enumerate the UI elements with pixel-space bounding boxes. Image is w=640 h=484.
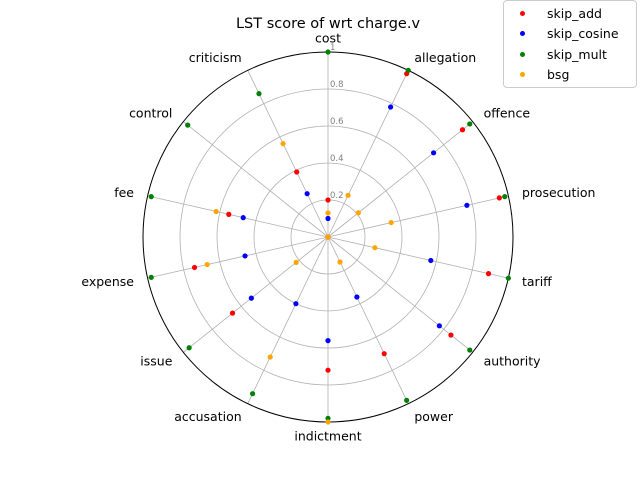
data-point-skip_mult xyxy=(502,194,508,200)
radial-tick-label: 0.2 xyxy=(330,191,344,201)
legend-item: skip_cosine xyxy=(510,24,630,45)
data-point-skip_mult xyxy=(404,397,410,403)
data-point-skip_add xyxy=(294,169,300,175)
data-point-skip_add xyxy=(381,351,387,357)
category-label: issue xyxy=(140,354,172,369)
angular-gridline xyxy=(327,236,509,279)
data-point-bsg xyxy=(213,208,219,215)
legend-label: skip_mult xyxy=(547,46,607,62)
data-point-bsg xyxy=(325,234,331,240)
legend-marker xyxy=(520,51,525,57)
data-point-skip_mult xyxy=(467,121,473,127)
data-point-skip_mult xyxy=(256,91,262,97)
category-label: authority xyxy=(484,354,542,369)
category-label: criticism xyxy=(189,50,242,65)
category-label: offence xyxy=(484,105,531,120)
legend-marker xyxy=(520,31,525,37)
data-point-bsg xyxy=(293,259,299,265)
angular-gridline xyxy=(327,195,509,238)
data-point-bsg xyxy=(267,354,273,360)
data-point-skip_add xyxy=(496,195,502,201)
angular-gridline xyxy=(147,236,329,279)
category-label: control xyxy=(129,105,172,120)
data-point-skip_mult xyxy=(505,275,511,281)
angular-gridline xyxy=(147,195,329,238)
data-point-bsg xyxy=(280,141,286,147)
data-point-skip_mult xyxy=(185,122,191,128)
legend-marker xyxy=(520,10,525,16)
data-point-bsg xyxy=(337,259,343,265)
category-label: cost xyxy=(315,31,341,46)
data-point-skip_add xyxy=(325,367,331,373)
legend-label: skip_add xyxy=(547,5,602,21)
angular-gridline xyxy=(183,236,329,353)
radial-tick-label: 0.6 xyxy=(330,117,344,127)
data-point-skip_cosine xyxy=(436,323,442,329)
data-point-skip_add xyxy=(191,264,198,271)
angular-gridline xyxy=(327,70,409,238)
data-point-skip_cosine xyxy=(464,202,470,208)
chart-title: LST score of wrt charge.v xyxy=(235,16,421,32)
angular-gridline xyxy=(327,121,473,238)
radial-tick-label: 0.4 xyxy=(330,154,344,164)
data-point-skip_cosine xyxy=(248,295,254,301)
data-point-bsg xyxy=(388,219,394,226)
category-label: expense xyxy=(81,274,134,289)
category-label: power xyxy=(414,409,453,424)
category-label: fee xyxy=(114,185,134,200)
legend-label: skip_cosine xyxy=(547,26,619,42)
data-point-skip_mult xyxy=(186,345,192,351)
data-point-skip_add xyxy=(229,310,236,316)
radial-tick-label: 1 xyxy=(330,43,335,53)
data-point-skip_add xyxy=(448,332,454,338)
data-point-skip_mult xyxy=(148,274,154,280)
data-point-skip_mult xyxy=(467,347,473,353)
legend-item: skip_mult xyxy=(510,44,630,65)
category-label: allegation xyxy=(414,50,476,65)
data-point-bsg xyxy=(355,210,361,216)
data-point-bsg xyxy=(345,192,351,198)
data-point-bsg xyxy=(325,419,331,425)
legend-label: bsg xyxy=(547,67,570,83)
data-point-bsg xyxy=(325,210,331,216)
category-label: prosecution xyxy=(522,185,595,200)
data-point-skip_cosine xyxy=(430,150,437,156)
angular-gridline xyxy=(247,70,329,238)
data-point-skip_cosine xyxy=(325,215,331,222)
angular-gridline xyxy=(183,121,329,238)
data-point-skip_cosine xyxy=(293,301,299,307)
data-point-skip_add xyxy=(459,127,466,133)
angular-gridline xyxy=(247,236,329,404)
data-point-skip_mult xyxy=(148,194,154,200)
data-point-skip_mult xyxy=(325,49,331,55)
data-point-skip_cosine xyxy=(354,294,360,300)
data-point-bsg xyxy=(204,261,210,268)
data-point-skip_cosine xyxy=(325,338,331,344)
data-point-skip_cosine xyxy=(388,104,394,110)
data-point-skip_add xyxy=(485,271,492,277)
radial-tick-label: 0.8 xyxy=(330,80,344,90)
category-label: tariff xyxy=(522,274,552,289)
category-label: indictment xyxy=(294,429,361,444)
angular-gridline xyxy=(327,236,409,404)
angular-gridline xyxy=(327,236,473,353)
data-point-skip_mult xyxy=(405,67,411,73)
data-point-skip_add xyxy=(325,197,331,203)
legend-item: skip_add xyxy=(510,3,630,24)
data-point-skip_cosine xyxy=(242,253,248,259)
data-point-skip_mult xyxy=(325,415,331,421)
data-point-skip_add xyxy=(226,211,232,217)
data-point-skip_cosine xyxy=(304,191,310,197)
category-label: accusation xyxy=(174,409,241,424)
legend-item: bsg xyxy=(510,65,630,86)
data-point-skip_mult xyxy=(249,391,256,397)
data-point-skip_cosine xyxy=(240,215,246,221)
data-point-skip_cosine xyxy=(428,257,434,264)
data-point-bsg xyxy=(372,245,378,251)
legend-marker xyxy=(520,72,525,78)
